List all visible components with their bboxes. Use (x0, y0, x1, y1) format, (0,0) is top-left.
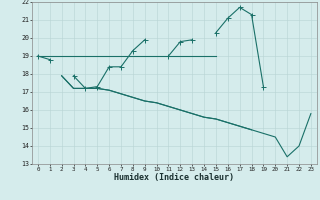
X-axis label: Humidex (Indice chaleur): Humidex (Indice chaleur) (115, 173, 234, 182)
